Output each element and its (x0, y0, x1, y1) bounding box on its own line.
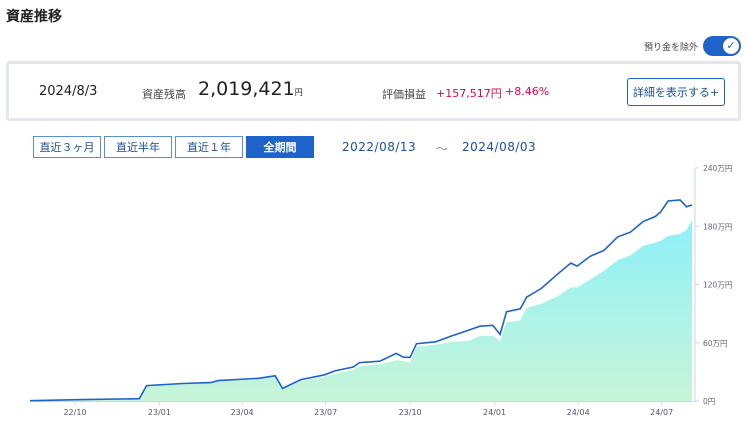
y-tick-label: 180万円 (703, 222, 732, 231)
period-3-months[interactable]: 直近３ヶ月 (33, 136, 101, 158)
pl-label: 評価損益 (382, 88, 426, 101)
balance-label: 資産残高 (142, 88, 186, 101)
range-start: 2022/08/13 (342, 140, 417, 154)
summary-date: 2024/8/3 (39, 84, 98, 99)
summary-card: 2024/8/3 資産残高 2,019,421円 評価損益 +157,517円 … (6, 61, 741, 121)
balance-value: 2,019,421円 (198, 78, 303, 100)
y-tick-label: 120万円 (703, 281, 732, 290)
period-1-year[interactable]: 直近１年 (175, 136, 243, 158)
balance-unit: 円 (294, 88, 303, 97)
x-tick-label: 24/07 (650, 408, 673, 417)
balance-amount: 2,019,421 (198, 78, 295, 100)
range-separator: ～ (436, 142, 449, 156)
x-tick-label: 24/04 (567, 408, 590, 417)
y-tick-label: 0円 (703, 397, 715, 406)
check-icon: ✓ (723, 38, 739, 54)
page-title: 資産推移 (6, 9, 62, 25)
y-tick-label: 60万円 (703, 339, 728, 348)
period-selector: 直近３ヶ月 直近半年 直近１年 全期間 (33, 136, 314, 158)
x-tick-label: 23/01 (148, 408, 171, 417)
x-tick-label: 23/10 (399, 408, 422, 417)
x-tick-label: 23/07 (314, 408, 337, 417)
pl-amount: +157,517円 (436, 87, 502, 100)
period-half-year[interactable]: 直近半年 (104, 136, 172, 158)
pl-percent: +8.46% (505, 85, 550, 98)
x-tick-label: 23/04 (231, 408, 254, 417)
toggle-label: 預り金を除外 (643, 42, 698, 53)
y-tick-label: 240万円 (703, 164, 732, 173)
x-tick-label: 22/10 (63, 408, 86, 417)
x-tick-label: 24/01 (483, 408, 506, 417)
principal-area (30, 220, 692, 401)
period-all[interactable]: 全期間 (246, 136, 314, 158)
show-details-button[interactable]: 詳細を表示する+ (627, 78, 725, 106)
range-end: 2024/08/03 (462, 140, 537, 154)
exclude-deposit-toggle-row: 預り金を除外 ✓ (644, 36, 741, 56)
total-assets-line (29, 199, 693, 402)
exclude-deposit-toggle[interactable]: ✓ (703, 36, 741, 56)
